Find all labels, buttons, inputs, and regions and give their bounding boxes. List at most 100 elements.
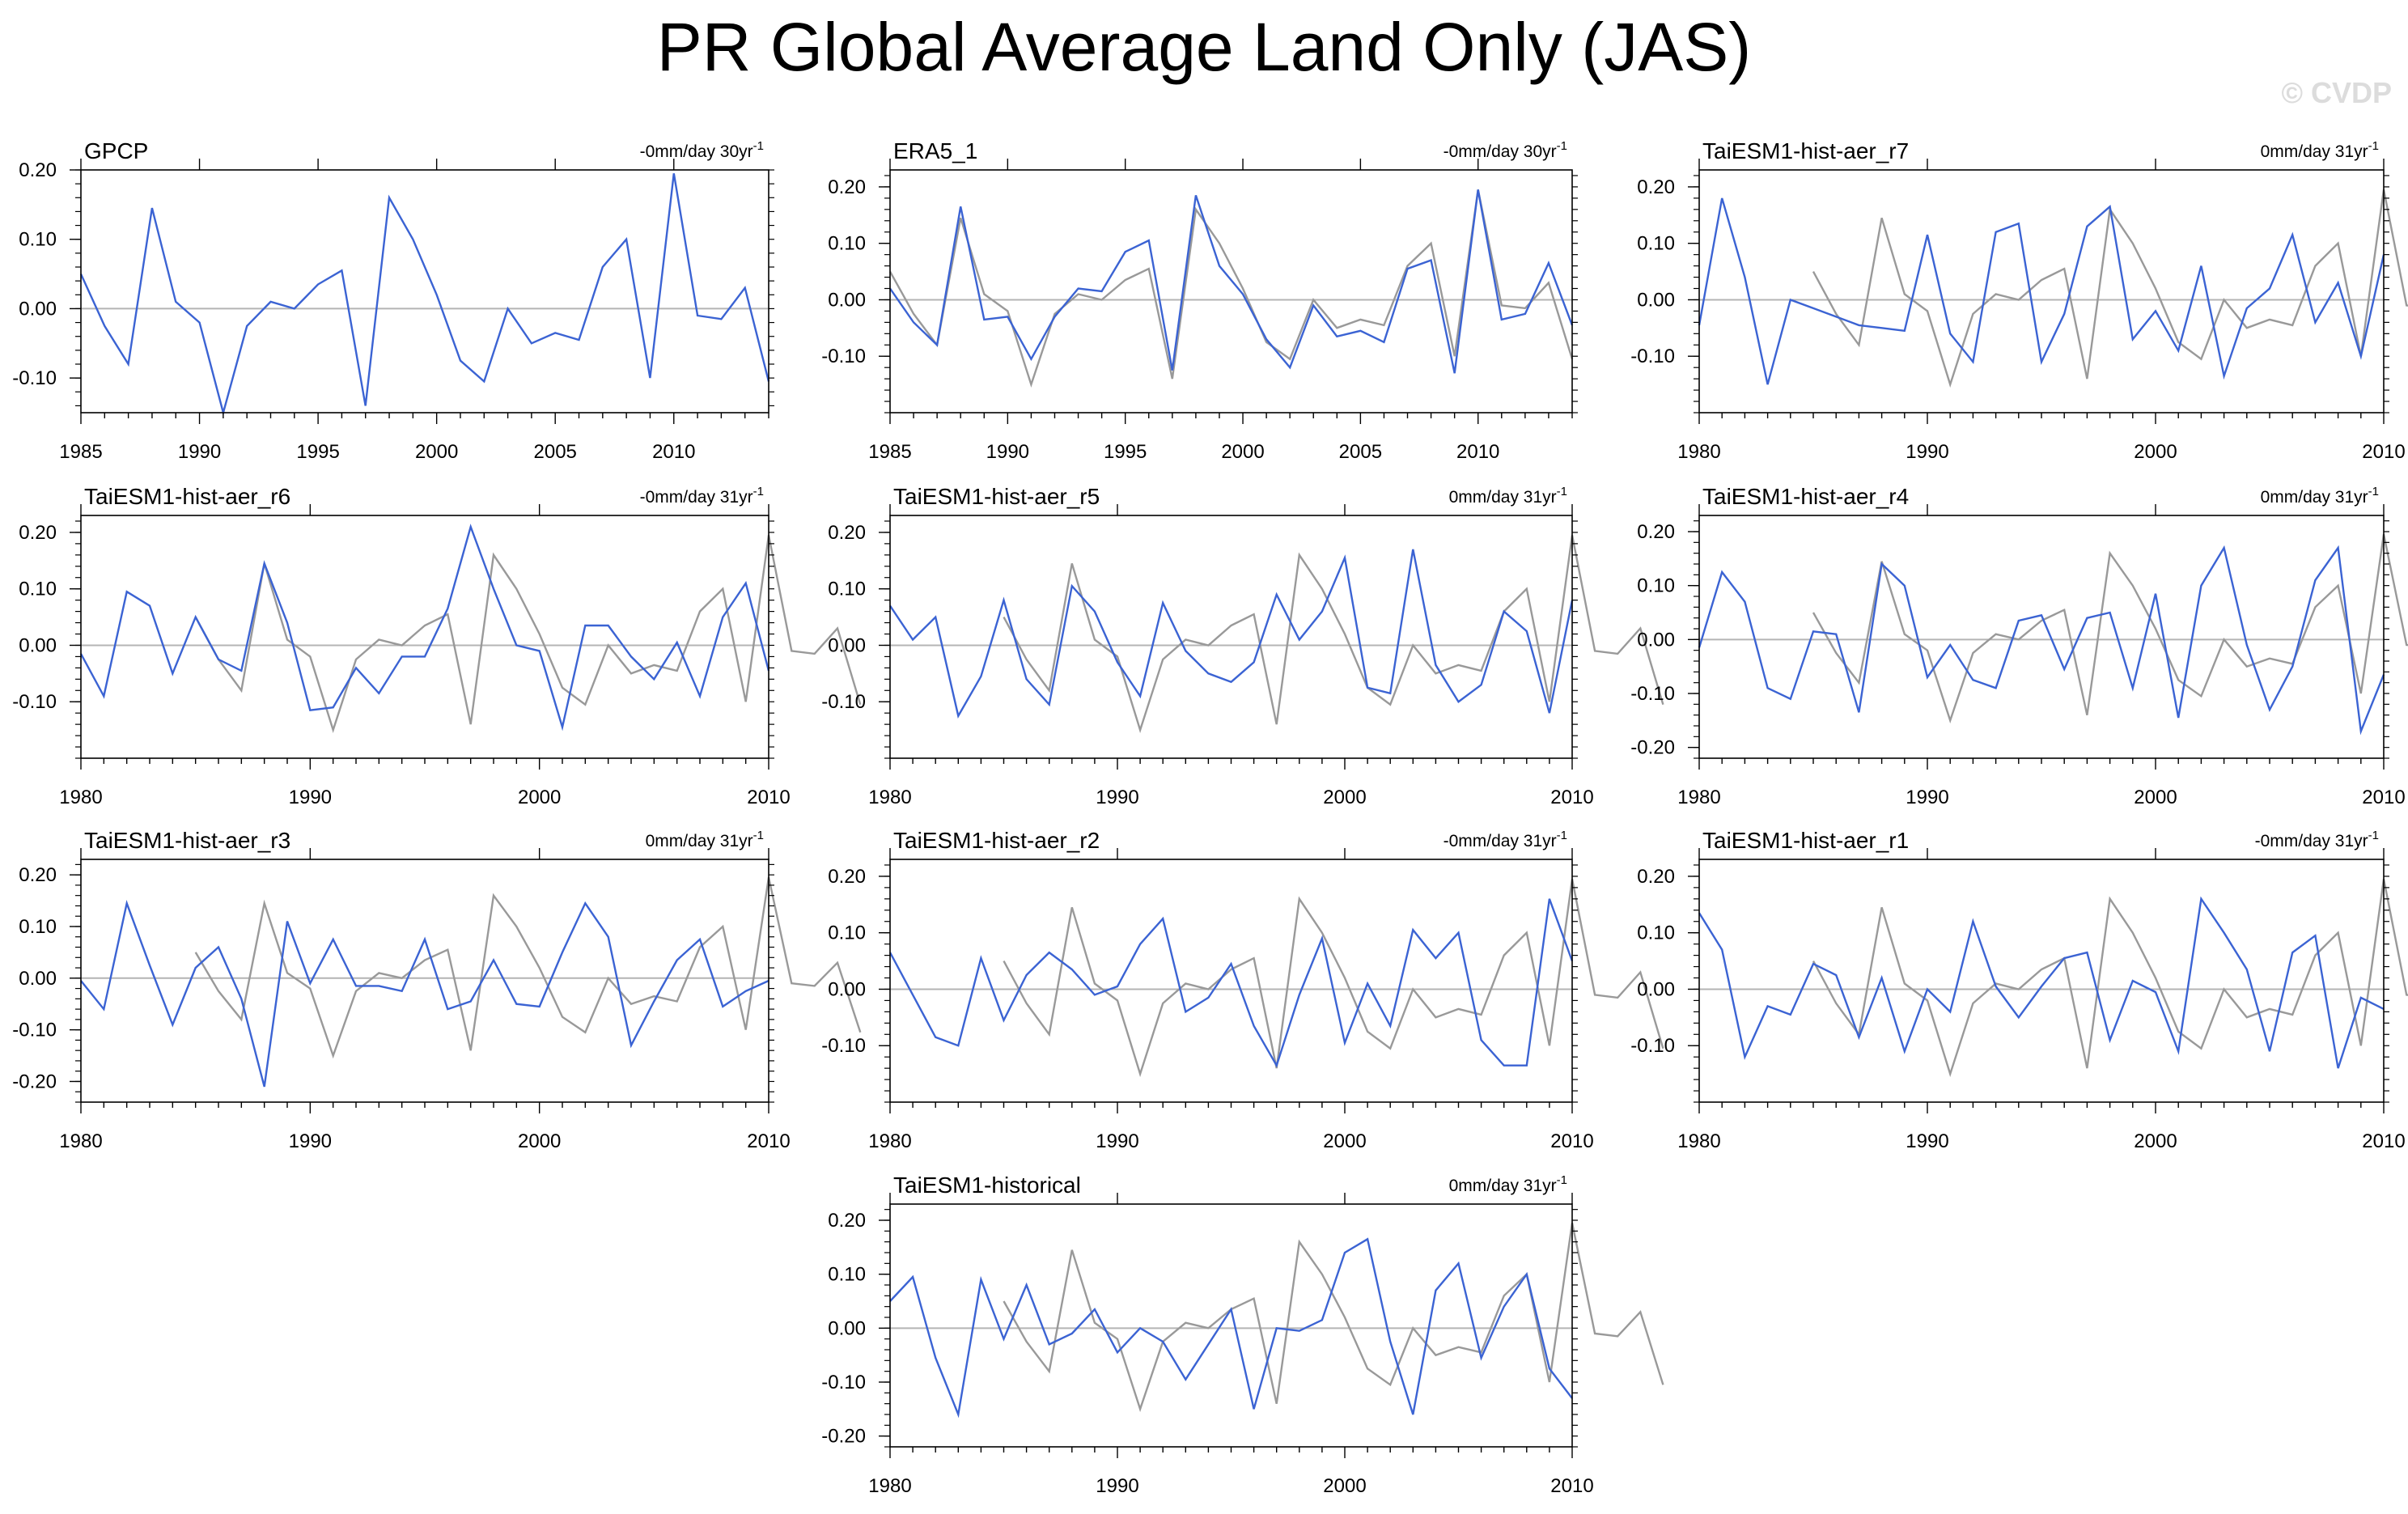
obs-series-line [888,189,1574,388]
x-tick-label: 1995 [1104,441,1147,463]
plot-frame [889,1203,1573,1448]
x-tick-label: 1990 [1906,441,1948,463]
y-tick-label: 0.10 [1637,575,1675,597]
chart-panel: 1980 1990 2000 2010 -0.10 0.00 0.10 0.20 TaiESM1… [821,484,1664,808]
x-tick-label: 1980 [59,787,102,808]
x-tick-label: 1990 [289,787,332,808]
model-series-line [889,189,1574,374]
chart-panel: 1980 1990 2000 2010 -0.10 0.00 0.10 0.20 TaiESM1… [1630,828,2408,1152]
plot-frame [80,515,769,759]
plot-frame [1698,515,2385,759]
x-tick-label: 2010 [2362,441,2405,463]
y-tick-label: 0.00 [828,634,866,656]
panel-trend: -0mm/day 31yr-1 [1444,829,1567,850]
y-tick-label: 0.10 [828,922,866,944]
panel-trend: -0mm/day 30yr-1 [640,139,764,161]
x-tick-label: 1990 [1096,1130,1138,1152]
y-tick-label: 0.10 [19,916,57,938]
y-tick-label: 0.00 [1637,289,1675,311]
x-tick-label: 2000 [1323,787,1366,808]
x-tick-label: 2010 [652,441,695,463]
x-tick-label: 1990 [1906,1130,1948,1152]
y-tick-label: 0.00 [19,298,57,320]
x-tick-label: 1980 [1677,1130,1720,1152]
y-tick-label: -0.10 [1630,346,1675,367]
y-tick-label: 0.20 [19,864,57,886]
trend-exponent: -1 [2368,485,2379,498]
y-tick-label: -0.10 [12,1020,57,1041]
panel-trend: 0mm/day 31yr-1 [2261,139,2379,161]
x-tick-label: 1990 [289,1130,332,1152]
y-tick-label: -0.20 [12,1071,57,1092]
panel-title: TaiESM1-hist-aer_r2 [893,828,1100,853]
x-tick-label: 1980 [59,1130,102,1152]
trend-exponent: -1 [753,829,764,842]
y-tick-label: -0.10 [821,346,866,367]
y-tick-label: 0.10 [828,579,866,600]
x-tick-label: 2010 [1550,1130,1593,1152]
plot-frame [1698,859,2385,1103]
model-series-line [1698,896,2385,1069]
trend-exponent: -1 [753,485,764,498]
y-tick-label: 0.00 [19,634,57,656]
chart-panel: 1980 1990 2000 2010 -0.20 -0.10 0.00 0.10 0.20 Ta… [12,828,862,1152]
x-tick-label: 2010 [747,1130,790,1152]
x-tick-label: 2000 [518,1130,561,1152]
y-tick-label: -0.10 [821,691,866,713]
panel-title: TaiESM1-hist-aer_r6 [84,484,290,509]
x-tick-label: 1980 [868,1475,911,1497]
y-tick-label: 0.20 [828,176,866,198]
x-tick-label: 1990 [1906,787,1948,808]
x-tick-label: 2005 [534,441,577,463]
x-tick-label: 1980 [1677,787,1720,808]
x-tick-label: 1995 [296,441,339,463]
obs-series-line [1003,535,1664,734]
x-tick-label: 2010 [2362,1130,2405,1152]
x-tick-label: 2005 [1339,441,1382,463]
y-tick-label: -0.10 [1630,683,1675,705]
x-tick-label: 1980 [868,787,911,808]
x-tick-label: 2000 [1323,1130,1366,1152]
model-series-line [888,898,1574,1068]
panel-title: ERA5_1 [893,138,977,163]
y-tick-label: 0.00 [1637,629,1675,651]
trend-exponent: -1 [1557,829,1567,842]
plot-frame [889,859,1573,1103]
x-tick-label: 2000 [2134,1130,2177,1152]
panel-title: TaiESM1-hist-aer_r7 [1702,138,1909,163]
x-tick-label: 1990 [1096,1475,1138,1497]
y-tick-label: 0.20 [1637,521,1675,543]
panel-trend: 0mm/day 31yr-1 [1449,485,1567,507]
y-tick-label: 0.20 [19,522,57,544]
x-tick-label: 2000 [2134,787,2177,808]
y-tick-label: -0.20 [821,1426,866,1448]
trend-exponent: -1 [2368,829,2379,842]
plot-frame [80,169,769,413]
y-tick-label: -0.10 [12,367,57,389]
chart-panel: 1980 1990 2000 2010 -0.10 0.00 0.10 0.20 TaiESM1… [1630,138,2408,463]
chart-panel: 1980 1990 2000 2010 -0.20 -0.10 0.00 0.10 0.20 Ta… [1630,484,2408,808]
x-tick-label: 1980 [868,1130,911,1152]
panel-title: TaiESM1-hist-aer_r3 [84,828,290,853]
panel-title: TaiESM1-hist-aer_r1 [1702,828,1909,853]
y-tick-label: -0.10 [821,1035,866,1057]
panel-trend: -0mm/day 31yr-1 [2255,829,2379,850]
chart-panel: 1985 1990 1995 2000 2005 2010 -0.10 0.00 0.10 0.2… [12,138,774,463]
y-tick-label: 0.00 [19,968,57,990]
plot-frame [1698,169,2385,413]
chart-panel: 1980 1990 2000 2010 -0.20 -0.10 0.00 0.10 0.20 Ta… [821,1173,1664,1497]
y-tick-label: 0.10 [1637,922,1675,944]
obs-series-line [1003,879,1664,1078]
panel-trend: 0mm/day 31yr-1 [1449,1173,1567,1195]
obs-series-line [194,535,862,734]
y-tick-label: 0.10 [828,1264,866,1286]
trend-exponent: -1 [1557,1173,1567,1187]
y-tick-label: -0.20 [1630,737,1675,759]
x-tick-label: 2000 [518,787,561,808]
panel-trend: -0mm/day 31yr-1 [640,485,764,507]
y-tick-label: 0.10 [1637,233,1675,255]
y-tick-label: 0.10 [19,229,57,251]
x-tick-label: 1990 [1096,787,1138,808]
model-series-line [889,1237,1573,1419]
